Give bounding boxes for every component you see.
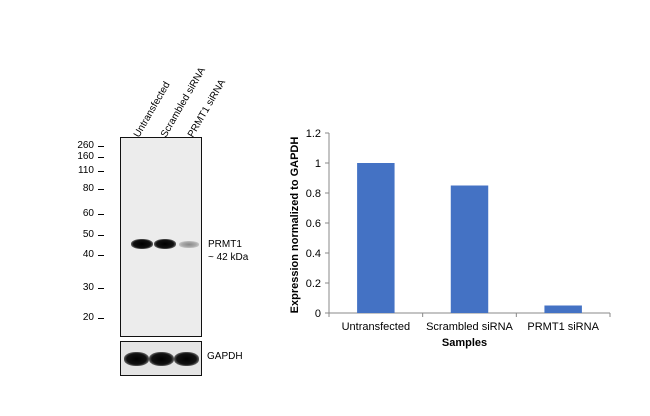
band-untransfected <box>131 239 153 249</box>
gapdh-band-untransfected <box>124 352 149 366</box>
marker-110: 110 <box>78 165 94 176</box>
marker-tick <box>98 214 104 215</box>
x-tick-label: PRMT1 siRNA <box>527 321 599 333</box>
y-tick-label: 1.2 <box>306 128 321 140</box>
marker-tick <box>98 189 104 190</box>
band-prmt1-sirna <box>179 241 199 248</box>
control-protein-label: GAPDH <box>207 351 243 362</box>
y-tick-label: 0.4 <box>306 248 321 260</box>
y-tick-label: 0.2 <box>306 278 321 290</box>
marker-50: 50 <box>82 229 94 240</box>
marker-60: 60 <box>82 208 94 219</box>
marker-20: 20 <box>82 312 94 323</box>
marker-tick <box>98 318 104 319</box>
marker-40: 40 <box>82 249 94 260</box>
marker-tick <box>98 171 104 172</box>
y-axis-title: Expression normalized to GAPDH <box>289 137 301 314</box>
bar <box>544 305 582 313</box>
y-tick-label: 0 <box>315 308 321 320</box>
y-tick-label: 0.8 <box>306 188 321 200</box>
y-tick-label: 1 <box>315 158 321 170</box>
blot-membrane-prmt1 <box>120 137 202 337</box>
target-protein-label: PRMT1 <box>208 239 242 250</box>
marker-30: 30 <box>82 282 94 293</box>
chart-bars <box>357 163 582 313</box>
band-scrambled-sirna <box>154 239 176 249</box>
x-axis-title: Samples <box>442 337 487 349</box>
marker-tick <box>98 255 104 256</box>
chart-labels: 0 0.2 0.4 0.6 0.8 1 1.2 Untransfected Scrambled … <box>289 128 600 349</box>
x-tick-label: Untransfected <box>342 321 410 333</box>
bar <box>357 163 395 313</box>
y-tick-label: 0.6 <box>306 218 321 230</box>
marker-tick <box>98 157 104 158</box>
gapdh-band-prmt1-sirna <box>174 352 199 366</box>
marker-tick <box>98 288 104 289</box>
marker-tick <box>98 146 104 147</box>
marker-tick <box>98 235 104 236</box>
marker-260: 260 <box>77 140 94 151</box>
blot-membrane-gapdh <box>120 341 202 376</box>
target-size-label: ~ 42 kDa <box>208 252 249 263</box>
bar <box>450 185 489 313</box>
x-tick-label: Scrambled siRNA <box>426 321 513 333</box>
marker-160: 160 <box>77 151 94 162</box>
marker-80: 80 <box>82 183 94 194</box>
gapdh-band-scrambled-sirna <box>149 352 174 366</box>
